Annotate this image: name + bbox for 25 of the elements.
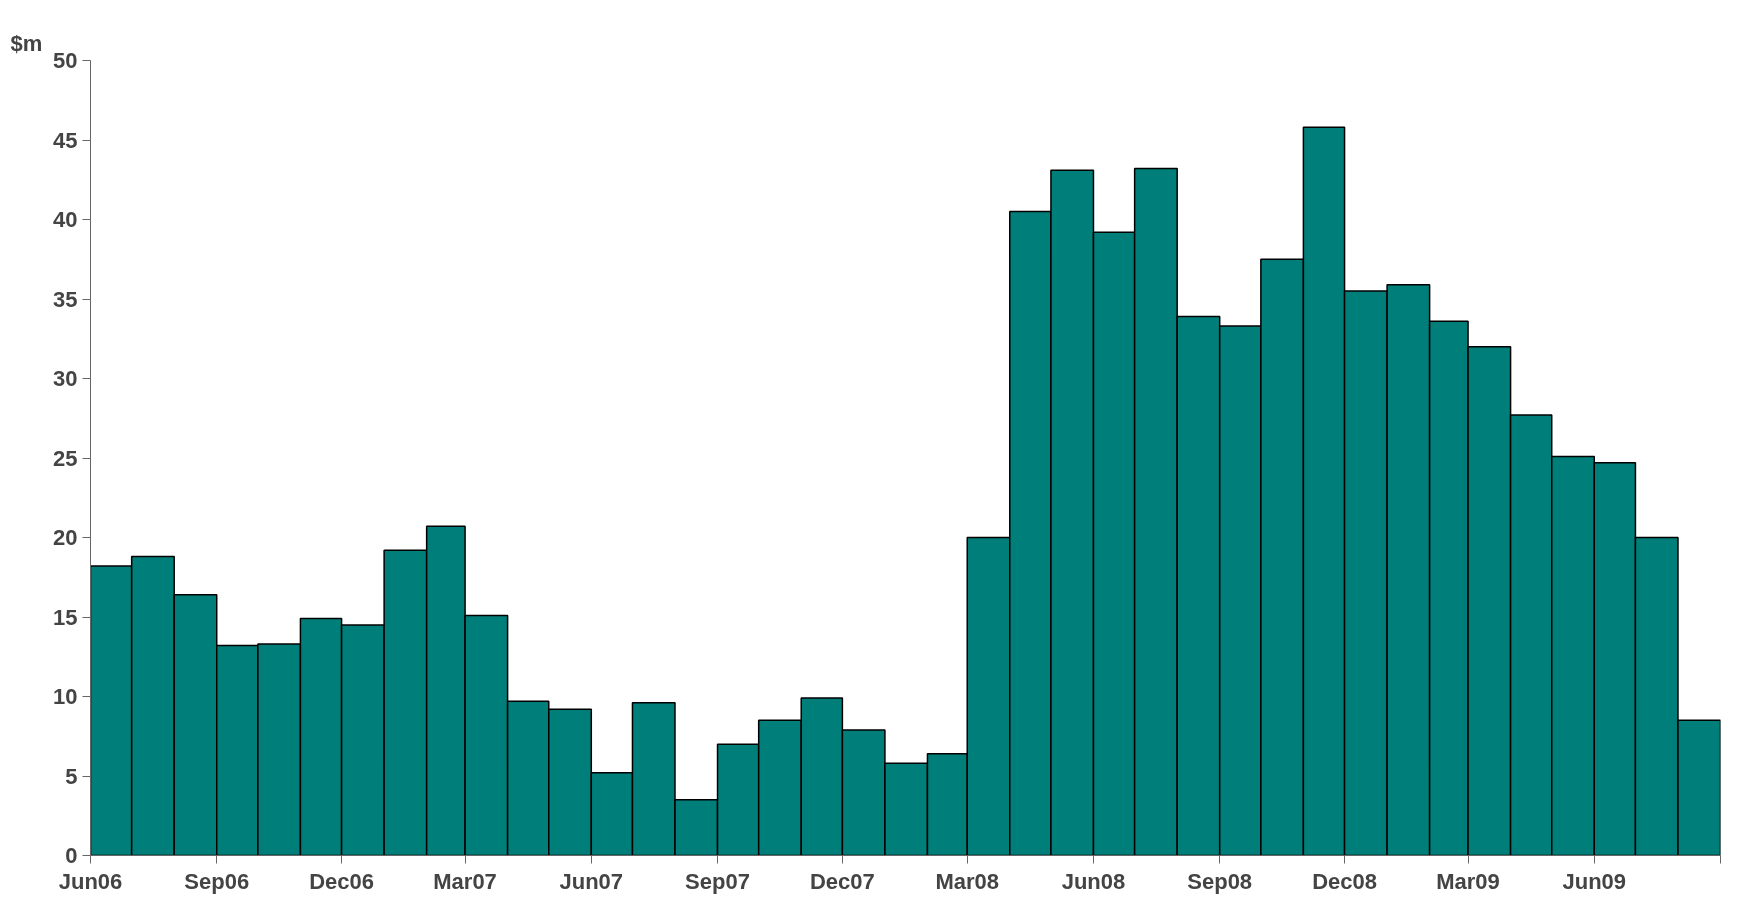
y-tick-label: 15 <box>53 604 78 630</box>
x-tick-label: Sep08 <box>1187 868 1253 894</box>
y-tick-label: 40 <box>53 207 78 232</box>
y-tick-label: 5 <box>65 763 78 789</box>
y-tick-label: 35 <box>53 286 78 312</box>
y-tick-label: 50 <box>53 48 78 73</box>
x-tick-label: Jun06 <box>58 868 123 894</box>
y-tick-label: 45 <box>53 127 78 153</box>
x-tick-label: Mar08 <box>935 868 1000 894</box>
x-tick-label: Dec07 <box>809 868 875 894</box>
x-tick-label: Dec06 <box>309 868 375 894</box>
x-tick-label: Jun09 <box>1562 868 1627 894</box>
x-tick-label: Sep07 <box>685 868 750 894</box>
x-tick-label: Sep06 <box>184 868 250 894</box>
x-tick-label: Jun08 <box>1061 868 1126 894</box>
x-tick-label: Mar07 <box>433 868 497 894</box>
x-tick-label: Mar09 <box>1436 868 1500 894</box>
y-axis-title: $m <box>10 30 43 56</box>
x-tick-label: Jun07 <box>559 868 624 894</box>
y-tick-label: 0 <box>65 843 78 868</box>
y-tick-label: 10 <box>53 684 78 709</box>
y-tick-label: 25 <box>53 445 78 471</box>
x-tick-label: Dec08 <box>1312 868 1377 894</box>
y-tick-label: 30 <box>53 366 78 391</box>
y-tick-label: 20 <box>53 525 78 550</box>
